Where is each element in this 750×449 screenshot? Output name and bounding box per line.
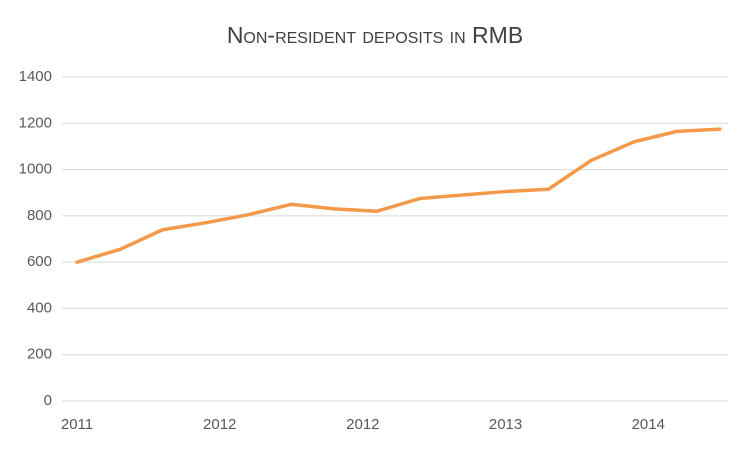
y-tick-label: 400: [27, 299, 52, 316]
x-tick-label: 2011: [61, 416, 93, 433]
line: [75, 127, 722, 264]
x-tick-label: 2013: [489, 416, 522, 433]
y-tick-label: 800: [27, 207, 52, 224]
x-tick-label: 2012: [203, 416, 236, 433]
y-tick-label: 600: [27, 253, 52, 270]
y-tick-label: 1400: [19, 68, 52, 85]
y-tick-label: 1000: [19, 161, 52, 178]
chart-title: Non-resident deposits in RMB: [227, 22, 523, 48]
y-tick-label: 1200: [19, 114, 52, 131]
x-tick-label: 2014: [632, 416, 665, 433]
y-tick-label: 200: [27, 346, 52, 363]
x-tick-label: 2012: [346, 416, 379, 433]
y-tick-label: 0: [44, 392, 52, 409]
